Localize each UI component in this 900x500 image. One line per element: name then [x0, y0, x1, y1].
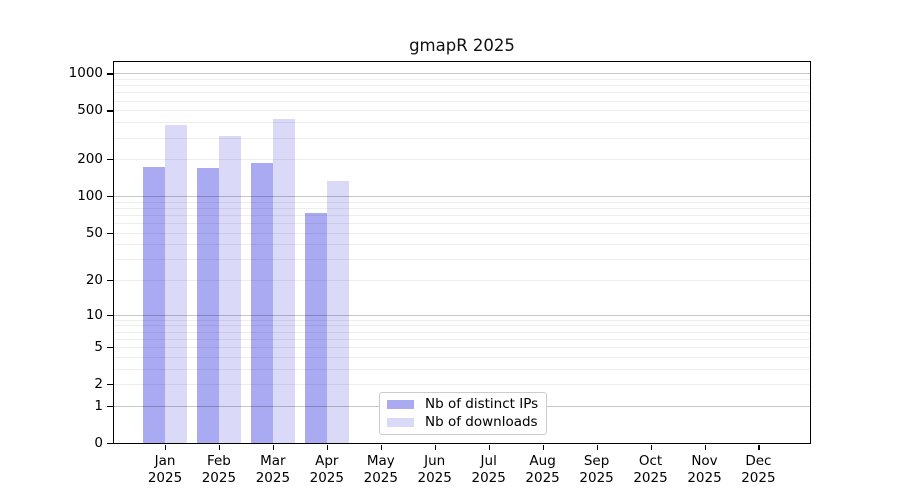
- y-tick-label: 10: [85, 306, 103, 323]
- legend: Nb of distinct IPs Nb of downloads: [379, 392, 547, 435]
- gridline-minor: [113, 79, 811, 80]
- y-tick-label: 20: [85, 272, 103, 289]
- y-tick-mark: [107, 110, 113, 112]
- y-tick-mark: [107, 280, 113, 282]
- x-tick-mark: [326, 445, 329, 450]
- gridline-minor: [113, 347, 811, 349]
- gridlines-layer: [113, 61, 811, 444]
- gridline-minor: [113, 368, 811, 370]
- gridline-major: [113, 314, 811, 316]
- y-tick-mark: [107, 73, 113, 75]
- bars-layer: [113, 61, 811, 444]
- gridline-minor: [113, 92, 811, 94]
- bar-distinct-ips-feb: [196, 167, 219, 444]
- x-tick-label-sep: Sep 2025: [579, 453, 614, 486]
- chart-title: gmapR 2025: [409, 36, 515, 55]
- gridline-minor: [113, 232, 811, 234]
- gridline-minor: [113, 384, 811, 386]
- x-tick-label-may: May 2025: [363, 453, 398, 486]
- legend-swatch-distinct-ips: [387, 399, 414, 410]
- gridline-major: [113, 196, 811, 198]
- gridline-minor: [113, 338, 811, 340]
- y-tick-mark: [107, 384, 113, 386]
- x-tick-label-nov: Nov 2025: [687, 453, 722, 486]
- x-tick-label-mar: Mar 2025: [255, 453, 291, 486]
- y-tick-label: 50: [85, 224, 103, 241]
- bar-distinct-ips-mar: [250, 163, 273, 444]
- x-tick-label-dec: Dec 2025: [741, 453, 776, 486]
- gridline-minor: [113, 214, 811, 216]
- gridline-minor: [113, 331, 811, 333]
- legend-label-downloads: Nb of downloads: [425, 414, 538, 430]
- gridline-minor: [113, 223, 811, 224]
- x-tick-label-jun: Jun 2025: [417, 453, 452, 486]
- legend-label-distinct-ips: Nb of distinct IPs: [425, 396, 539, 412]
- x-tick-mark: [758, 445, 760, 450]
- x-tick-label-aug: Aug 2025: [525, 453, 560, 486]
- y-tick-label: 2: [94, 376, 103, 393]
- gridline-minor: [113, 100, 811, 102]
- gridline-major: [113, 73, 811, 75]
- y-tick-label: 100: [77, 188, 103, 205]
- legend-item-downloads: Nb of downloads: [380, 414, 546, 431]
- y-tick-label: 5: [94, 339, 103, 356]
- gridline-minor: [113, 259, 811, 261]
- gridline-minor: [113, 137, 811, 139]
- y-tick-label: 200: [77, 151, 103, 168]
- x-tick-mark: [165, 445, 167, 450]
- x-tick-label-oct: Oct 2025: [633, 453, 668, 486]
- x-tick-label-apr: Apr 2025: [309, 453, 344, 486]
- gridline-minor: [113, 319, 811, 321]
- y-tick-mark: [107, 347, 113, 349]
- x-tick-mark: [650, 445, 652, 450]
- y-tick-mark: [107, 314, 113, 316]
- y-tick-mark: [107, 232, 113, 234]
- gridline-minor: [113, 325, 811, 327]
- y-tick-mark: [107, 405, 113, 408]
- bar-downloads-jan: [165, 125, 187, 444]
- plot-area: [113, 61, 811, 444]
- y-tick-label: 500: [77, 102, 103, 119]
- x-tick-mark: [272, 445, 275, 450]
- x-tick-mark: [542, 445, 544, 450]
- gridline-minor: [113, 85, 811, 87]
- x-tick-mark: [596, 445, 598, 450]
- bar-downloads-apr: [326, 180, 349, 444]
- legend-swatch-downloads: [387, 417, 414, 428]
- y-tick-mark: [107, 196, 113, 198]
- y-tick-label: 1000: [68, 65, 103, 82]
- x-tick-mark: [218, 445, 221, 450]
- gridline-minor: [113, 201, 811, 203]
- bar-downloads-feb: [218, 135, 241, 444]
- x-tick-mark: [380, 445, 383, 450]
- gridline-minor: [113, 207, 811, 209]
- gridline-minor: [113, 356, 811, 358]
- x-tick-mark: [488, 445, 490, 450]
- y-tick-label: 0: [94, 435, 103, 451]
- x-tick-label-jul: Jul 2025: [471, 453, 506, 486]
- x-tick-label-jan: Jan 2025: [147, 453, 183, 486]
- gridline-minor: [113, 244, 811, 246]
- bar-downloads-mar: [272, 119, 295, 444]
- bar-distinct-ips-apr: [304, 212, 327, 444]
- gridline-minor: [113, 159, 811, 161]
- bar-distinct-ips-jan: [143, 167, 165, 444]
- y-tick-mark: [107, 159, 113, 161]
- legend-item-distinct-ips: Nb of distinct IPs: [380, 396, 546, 413]
- y-tick-label: 1: [94, 397, 103, 414]
- x-tick-label-feb: Feb 2025: [201, 453, 237, 486]
- y-tick-mark: [107, 443, 113, 445]
- gridline-minor: [113, 122, 811, 124]
- x-tick-mark: [704, 445, 706, 450]
- gridline-minor: [113, 280, 811, 282]
- gridline-minor: [113, 110, 811, 112]
- x-tick-mark: [434, 445, 436, 450]
